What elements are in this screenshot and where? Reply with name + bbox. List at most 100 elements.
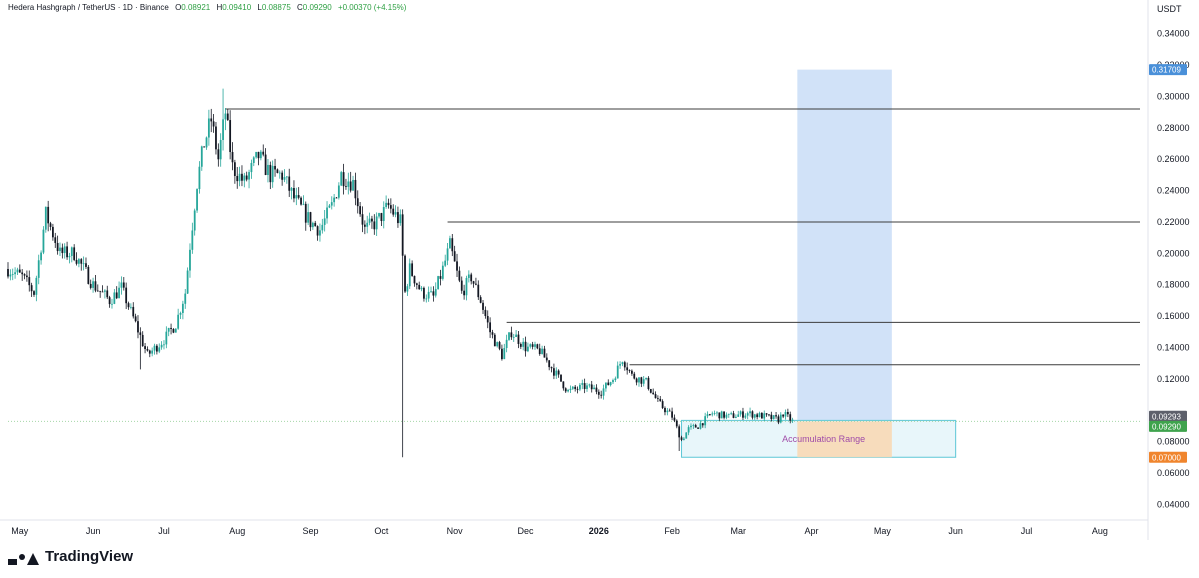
y-tick-label: 0.16000 [1157,311,1190,321]
candle [56,242,59,252]
candle [727,413,730,415]
candle [349,181,352,191]
candle [337,185,340,198]
candle [33,291,35,295]
candle [288,176,291,191]
candle [335,197,338,199]
candle [656,398,659,399]
candle [278,172,281,174]
candle [630,370,633,374]
candle [80,259,83,264]
candle [408,263,411,287]
candle [382,206,385,222]
candle [616,365,619,379]
candle [356,198,359,207]
y-tick-label: 0.24000 [1157,186,1190,196]
candle [491,332,494,335]
candle [7,269,9,277]
candle [276,169,279,173]
y-tick-label: 0.34000 [1157,29,1190,39]
candle [536,344,539,349]
candle [467,274,470,278]
candle [708,414,711,415]
candle [106,290,109,298]
candle [264,154,267,176]
candle [401,214,404,256]
candle [37,260,40,278]
candle [267,164,269,176]
candle [486,316,489,323]
candle [144,346,146,350]
candle [498,342,501,349]
candle [373,221,376,230]
candle [11,274,14,275]
candle [652,392,655,395]
candle [94,281,97,291]
candle [441,265,444,279]
x-tick-label: Dec [518,526,535,536]
candle [127,303,130,308]
candle [571,386,574,389]
candle [226,113,229,121]
candle [713,413,716,414]
candle [146,349,149,351]
candle [765,413,768,415]
candle [394,212,397,215]
candle [35,277,38,295]
candle [675,420,678,427]
candle [411,263,414,276]
y-axis-unit-label: USDT [1157,4,1182,14]
x-tick-label: Jun [86,526,101,536]
candle [635,378,638,383]
candle [283,177,286,180]
candle [477,284,480,298]
candle [562,381,565,389]
candle [155,345,158,352]
candle [453,251,456,262]
candle [553,368,555,376]
candle [108,297,111,305]
candle [742,411,744,418]
candle [505,339,508,349]
time-axis[interactable]: May Jun Jul Aug Sep Oct Nov Dec 2026 Feb Mar Apr May… [11,526,1108,536]
candle [179,312,182,315]
candle [777,416,780,423]
candle [200,146,203,167]
candle [512,336,515,338]
candle [538,348,541,354]
tradingview-brand[interactable]: TradingView [8,548,133,565]
candle [425,298,428,300]
candle [304,203,307,223]
candle [61,247,64,254]
candle [243,175,246,181]
candle [99,290,102,292]
candle [361,214,364,225]
candle [319,230,321,236]
candle [784,412,787,417]
candle [54,237,57,243]
candle [212,121,215,127]
candle [555,370,558,376]
candle [595,387,598,392]
candle [66,246,68,258]
candle [236,175,239,182]
candle [217,149,220,160]
candle [694,425,697,428]
candle [545,357,548,361]
candle [444,260,447,266]
candle [248,172,250,180]
candle [163,344,165,346]
candle [493,334,496,347]
candle [285,176,288,178]
candle [415,283,418,285]
x-tick-label: Oct [374,526,389,536]
candle [763,413,766,419]
candle [685,432,688,439]
candle [581,383,584,385]
candle [586,385,588,390]
candle [241,173,243,181]
candle [418,284,421,290]
x-tick-label: Feb [664,526,680,536]
candle [177,314,180,329]
